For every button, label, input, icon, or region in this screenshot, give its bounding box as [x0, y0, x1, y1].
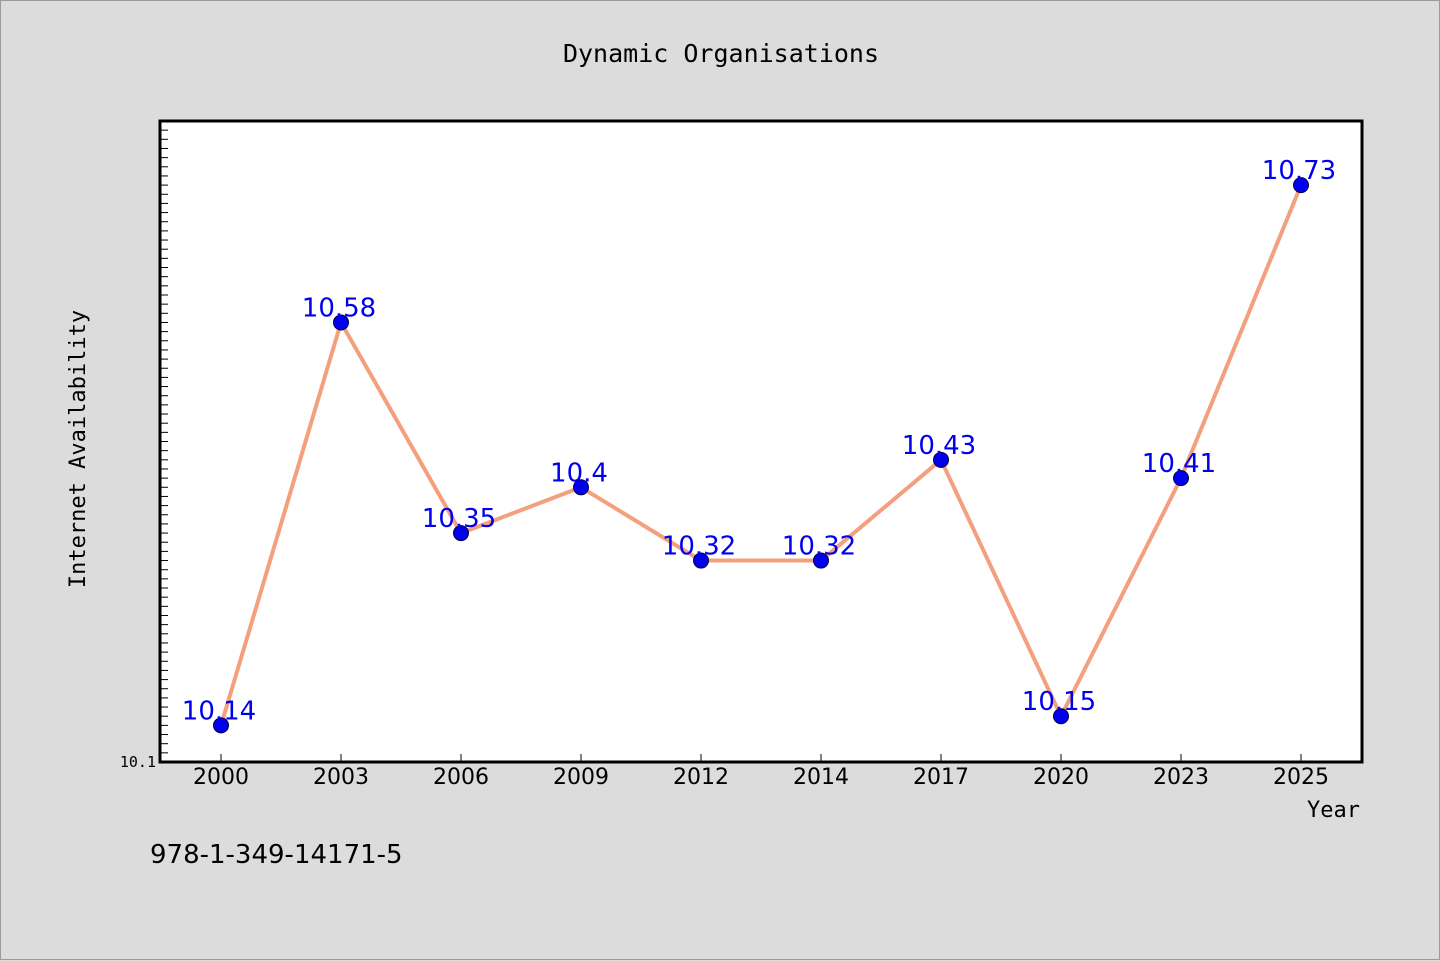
- x-tick-label: 2003: [313, 765, 369, 790]
- data-label: 10.14: [182, 696, 256, 726]
- x-tick-label: 2020: [1033, 765, 1089, 790]
- x-tick-label: 2017: [913, 765, 969, 790]
- data-label: 10.43: [902, 431, 976, 461]
- data-point: [1053, 708, 1069, 725]
- data-point: [453, 525, 469, 542]
- data-label: 10.4: [550, 458, 608, 488]
- x-tick-label: 2023: [1153, 765, 1209, 790]
- data-point: [813, 552, 829, 569]
- y-tick-label: 10.1: [120, 753, 156, 771]
- y-axis: 10.1: [120, 120, 168, 771]
- plot-area: [158, 119, 1364, 764]
- footer-text: 978-1-349-14171-5: [150, 840, 403, 870]
- data-labels: 10.14 10.58 10.35 10.4 10.32 10.32 10.43 10.15 1…: [182, 156, 1336, 726]
- data-label: 10.15: [1022, 687, 1096, 717]
- x-tick-label: 2000: [193, 765, 249, 790]
- data-label: 10.73: [1262, 156, 1336, 186]
- data-label: 10.32: [662, 532, 736, 562]
- x-tick-label: 2006: [433, 765, 489, 790]
- y-axis-label: Internet Availability: [66, 310, 91, 588]
- data-point: [693, 552, 709, 569]
- data-point: [1293, 177, 1309, 194]
- data-point: [213, 717, 229, 734]
- data-label: 10.32: [782, 532, 856, 562]
- data-point: [333, 314, 349, 331]
- x-tick-label: 2009: [553, 765, 609, 790]
- x-axis: 2000 2003 2006 2009 2012 2014 2017 2020 2023 2025: [193, 754, 1329, 790]
- chart-title: Dynamic Organisations: [563, 39, 879, 68]
- data-point: [573, 479, 589, 496]
- x-axis-label: Year: [1307, 798, 1360, 823]
- data-points: [213, 177, 1309, 734]
- data-label: 10.35: [422, 504, 496, 534]
- data-point: [1173, 470, 1189, 487]
- data-label: 10.41: [1142, 449, 1216, 479]
- x-tick-label: 2014: [793, 765, 849, 790]
- data-label: 10.58: [302, 293, 376, 323]
- series-line: [219, 184, 1303, 726]
- x-tick-label: 2025: [1273, 765, 1329, 790]
- x-tick-label: 2012: [673, 765, 729, 790]
- data-point: [933, 451, 949, 468]
